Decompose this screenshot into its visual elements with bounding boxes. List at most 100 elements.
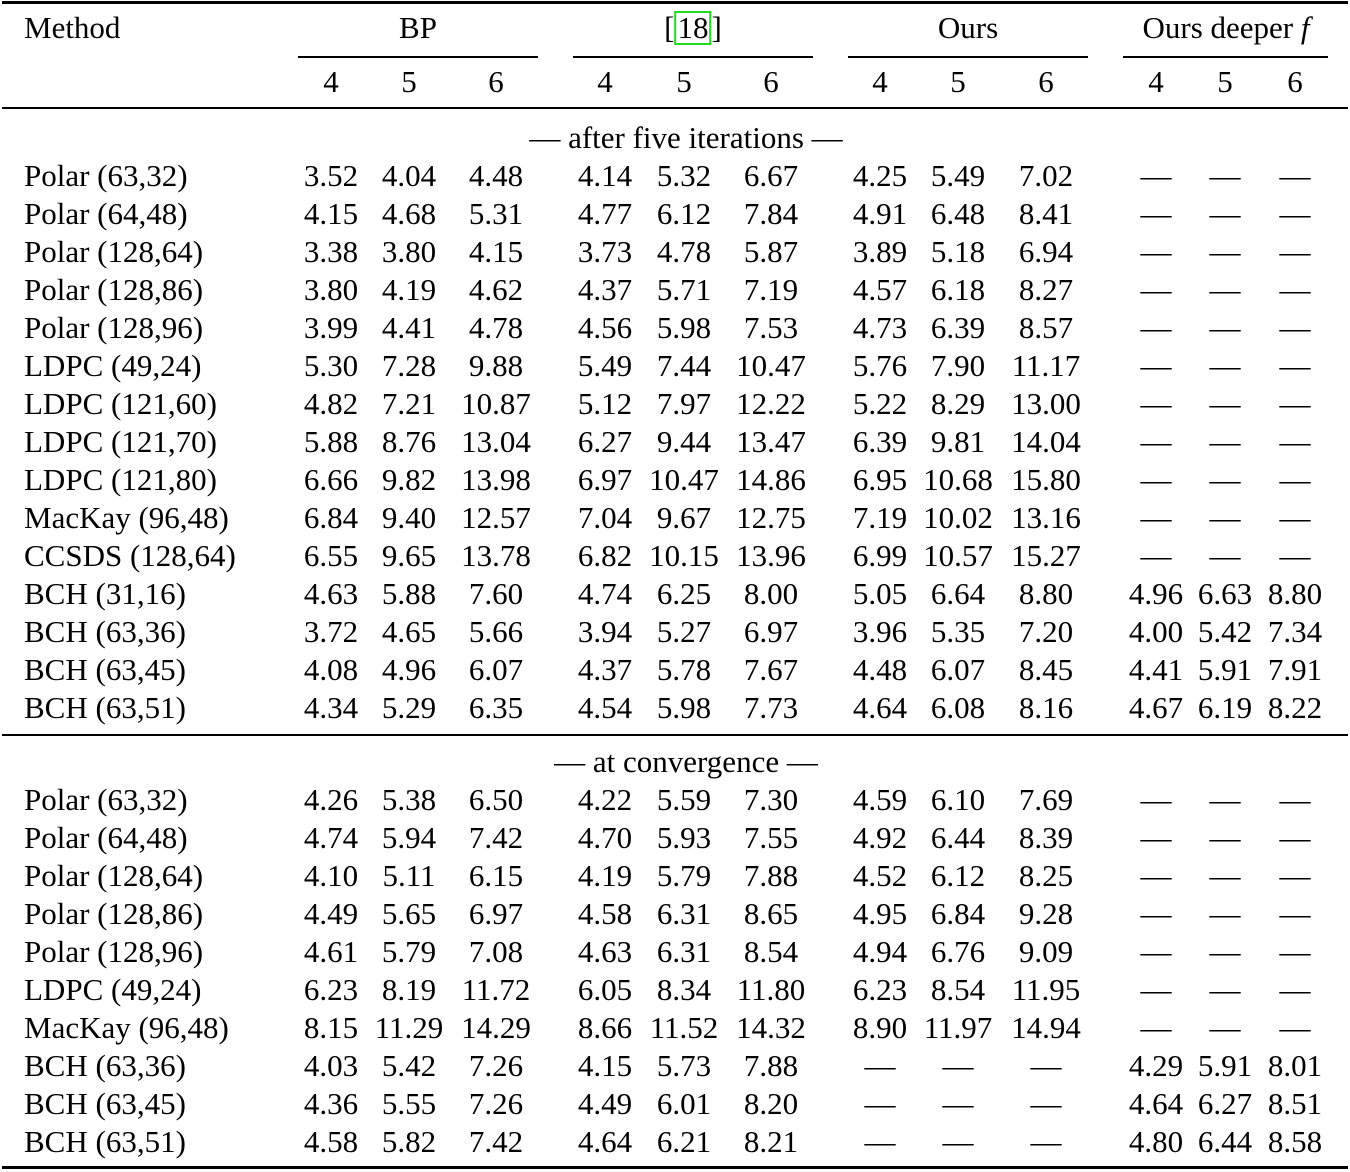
value-cell: 4.56 [577, 310, 633, 345]
value-cell: 9.67 [656, 500, 712, 535]
value-cell: 4.96 [381, 652, 437, 687]
value-cell: 9.82 [381, 462, 437, 497]
value-cell: 4.94 [852, 934, 908, 969]
value-cell: 6.44 [930, 820, 986, 855]
value-cell: 6.97 [577, 462, 633, 497]
value-cell: 7.04 [577, 500, 633, 535]
value-cell: 10.57 [923, 538, 993, 573]
value-cell: 4.04 [381, 158, 437, 193]
method-name: Polar (64,48) [24, 196, 188, 231]
value-cell: 6.44 [1197, 1124, 1253, 1159]
value-cell: 6.48 [930, 196, 986, 231]
value-cell: — [1140, 1010, 1172, 1045]
value-cell: — [1279, 820, 1311, 855]
value-cell: 6.94 [1018, 234, 1074, 269]
value-cell: 8.20 [743, 1086, 799, 1121]
value-cell: 4.41 [1128, 652, 1184, 687]
method-name: BCH (63,45) [24, 1086, 186, 1121]
value-cell: 7.19 [743, 272, 799, 307]
value-cell: 6.31 [656, 934, 712, 969]
value-cell: 6.07 [468, 652, 524, 687]
value-cell: — [942, 1124, 974, 1159]
value-cell: 4.92 [852, 820, 908, 855]
value-cell: 5.30 [303, 348, 359, 383]
value-cell: 11.97 [923, 1010, 993, 1045]
method-name: BCH (63,36) [24, 1048, 186, 1083]
method-name: CCSDS (128,64) [24, 538, 236, 573]
value-cell: 6.21 [656, 1124, 712, 1159]
method-name: BCH (63,45) [24, 652, 186, 687]
method-name: Polar (128,64) [24, 858, 204, 893]
value-cell: 3.94 [577, 614, 633, 649]
value-cell: 5.49 [930, 158, 986, 193]
value-cell: — [1279, 272, 1311, 307]
value-cell: 7.88 [743, 858, 799, 893]
group-header-bp: BP [399, 10, 437, 45]
value-cell: 4.52 [852, 858, 908, 893]
value-cell: 3.72 [303, 614, 359, 649]
value-cell: 9.44 [656, 424, 712, 459]
value-cell: 6.01 [656, 1086, 712, 1121]
value-cell: 9.40 [381, 500, 437, 535]
value-cell: 8.16 [1018, 690, 1074, 725]
value-cell: 5.32 [656, 158, 712, 193]
value-cell: 8.66 [577, 1010, 633, 1045]
value-cell: 4.77 [577, 196, 633, 231]
value-cell: 4.14 [577, 158, 633, 193]
value-cell: — [1209, 858, 1241, 893]
value-cell: — [1140, 782, 1172, 817]
value-cell: 5.38 [381, 782, 437, 817]
value-cell: 8.25 [1018, 858, 1074, 893]
value-cell: 8.54 [743, 934, 799, 969]
cmidrule-bp [298, 56, 538, 58]
value-cell: 6.27 [577, 424, 633, 459]
value-cell: 5.79 [381, 934, 437, 969]
value-cell: 4.03 [303, 1048, 359, 1083]
value-cell: 3.96 [852, 614, 908, 649]
value-cell: 4.64 [1128, 1086, 1184, 1121]
value-cell: — [1209, 424, 1241, 459]
value-cell: 4.08 [303, 652, 359, 687]
value-cell: 5.87 [743, 234, 799, 269]
value-cell: — [1209, 934, 1241, 969]
value-cell: 7.26 [468, 1048, 524, 1083]
value-cell: — [1140, 196, 1172, 231]
value-cell: 9.28 [1018, 896, 1074, 931]
value-cell: 5.94 [381, 820, 437, 855]
value-cell: 6.23 [303, 972, 359, 1007]
value-cell: 8.80 [1267, 576, 1323, 611]
subcolumn-header: 5 [401, 64, 417, 99]
value-cell: 5.93 [656, 820, 712, 855]
value-cell: 10.87 [461, 386, 531, 421]
value-cell: 7.53 [743, 310, 799, 345]
value-cell: — [1209, 538, 1241, 573]
value-cell: 4.25 [852, 158, 908, 193]
subcolumn-header: 5 [950, 64, 966, 99]
value-cell: 4.15 [303, 196, 359, 231]
value-cell: — [1140, 858, 1172, 893]
value-cell: 6.18 [930, 272, 986, 307]
citation-link[interactable]: 18 [674, 11, 712, 45]
value-cell: 4.64 [577, 1124, 633, 1159]
value-cell: 5.05 [852, 576, 908, 611]
value-cell: 5.88 [381, 576, 437, 611]
value-cell: 6.15 [468, 858, 524, 893]
subcolumn-header: 6 [1287, 64, 1303, 99]
subcolumn-header: 4 [872, 64, 888, 99]
value-cell: 6.27 [1197, 1086, 1253, 1121]
value-cell: 5.18 [930, 234, 986, 269]
method-name: Polar (128,96) [24, 310, 204, 345]
value-cell: 4.82 [303, 386, 359, 421]
value-cell: — [1279, 782, 1311, 817]
value-cell: — [1140, 896, 1172, 931]
value-cell: 6.55 [303, 538, 359, 573]
value-cell: 4.36 [303, 1086, 359, 1121]
value-cell: — [1279, 972, 1311, 1007]
method-header: Method [24, 10, 121, 45]
method-name: MacKay (96,48) [24, 1010, 229, 1045]
value-cell: 13.96 [736, 538, 806, 573]
value-cell: 6.25 [656, 576, 712, 611]
value-cell: 3.38 [303, 234, 359, 269]
group-header-ours: Ours [937, 10, 999, 45]
value-cell: 8.90 [852, 1010, 908, 1045]
